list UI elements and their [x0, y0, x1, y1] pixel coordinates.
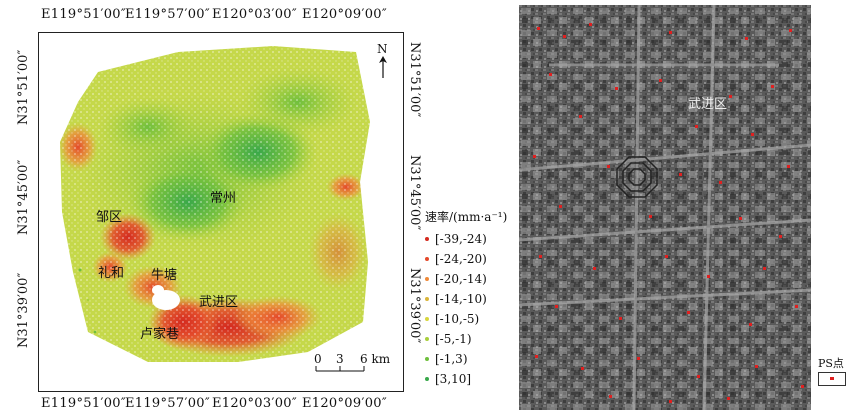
place-lihe: 礼和 [98, 266, 125, 281]
place-changzhou: 常州 [210, 191, 237, 206]
scale-label-6km: 6 km [360, 352, 391, 366]
top-tick-3: E120°03′00″ [212, 7, 297, 22]
legend-item: [3,10] [425, 369, 507, 389]
top-tick-4: E120°09′00″ [302, 7, 387, 22]
legend-item: [-14,-10) [425, 289, 507, 309]
legend-label: [-24,-20) [435, 252, 487, 266]
legend-swatch [425, 317, 429, 321]
legend-swatch [425, 257, 429, 261]
satellite-image [519, 5, 811, 410]
legend-label: [-14,-10) [435, 292, 487, 306]
bottom-tick-1: E119°51′00″ [41, 396, 126, 411]
north-label: N [377, 42, 388, 56]
ps-points [533, 23, 804, 403]
bottom-tick-4: E120°09′00″ [302, 396, 387, 411]
place-niutang: 牛塘 [151, 268, 178, 283]
right-tick-3: N31°39′00″ [407, 268, 422, 344]
legend-swatch [425, 337, 429, 341]
right-tick-2: N31°45′00″ [407, 155, 422, 231]
legend-swatch [425, 297, 429, 301]
legend-label: [-1,3) [435, 352, 468, 366]
legend-label: [3,10] [435, 372, 472, 386]
left-tick-3: N31°39′00″ [16, 272, 31, 348]
legend-label: [-39,-24) [435, 232, 487, 246]
legend-swatch [425, 377, 429, 381]
velocity-map [38, 32, 404, 392]
bottom-tick-3: E120°03′00″ [212, 396, 297, 411]
legend-swatch [425, 237, 429, 241]
place-lujiaxiang: 卢家巷 [140, 327, 180, 342]
bottom-tick-2: E119°57′00″ [125, 396, 210, 411]
legend-item: [-10,-5) [425, 309, 507, 329]
top-tick-1: E119°51′00″ [41, 7, 126, 22]
legend-label: [-5,-1) [435, 332, 472, 346]
legend-swatch [425, 277, 429, 281]
scale-label-0: 0 [314, 352, 322, 366]
legend-label: [-10,-5) [435, 312, 480, 326]
legend-title: 速率/(mm·a⁻¹) [425, 210, 508, 224]
scale-label-3: 3 [336, 352, 344, 366]
ps-legend-label: PS点 [818, 357, 844, 370]
right-tick-1: N31°51′00″ [407, 42, 422, 118]
left-tick-2: N31°45′00″ [16, 159, 31, 235]
place-wujinqu: 武进区 [199, 295, 239, 310]
legend-item: [-24,-20) [425, 249, 507, 269]
ps-point-icon [830, 377, 834, 380]
north-arrow-icon [379, 56, 387, 78]
scale-bar [315, 366, 365, 372]
legend-item: [-20,-14) [425, 269, 507, 289]
ps-legend-swatch [818, 372, 846, 386]
place-zouqu: 邹区 [96, 210, 123, 225]
left-tick-1: N31°51′00″ [16, 49, 31, 125]
legend-item: [-1,3) [425, 349, 507, 369]
legend-label: [-20,-14) [435, 272, 487, 286]
legend-item: [-5,-1) [425, 329, 507, 349]
velocity-legend: 速率/(mm·a⁻¹) [-39,-24) [-24,-20) [-20,-14… [425, 208, 507, 389]
legend-item: [-39,-24) [425, 229, 507, 249]
top-tick-2: E119°57′00″ [125, 7, 210, 22]
legend-swatch [425, 357, 429, 361]
right-place-wujinqu: 武进区 [688, 97, 728, 112]
